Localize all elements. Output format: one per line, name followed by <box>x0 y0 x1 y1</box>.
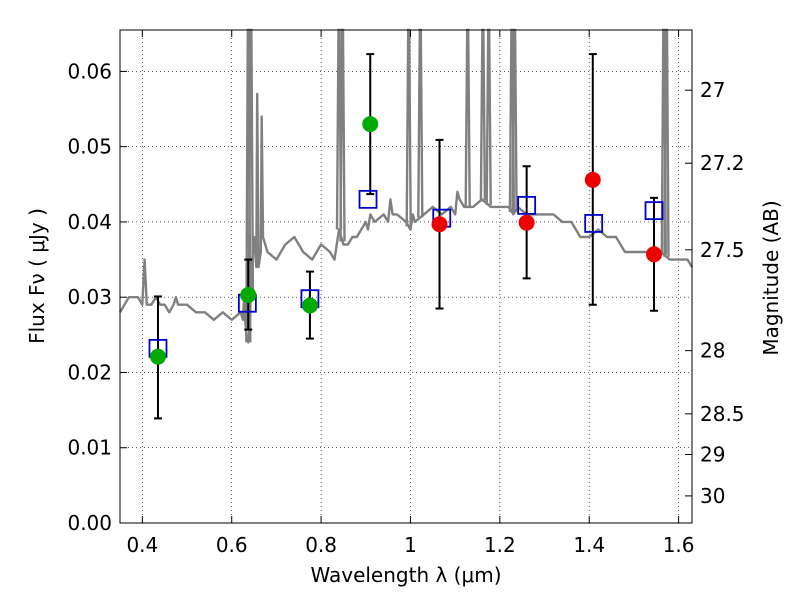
emission-line-spike <box>339 28 346 242</box>
spectrum-layer <box>118 28 694 344</box>
grid-layer <box>120 30 692 524</box>
model-square-marker <box>517 195 537 215</box>
observed-point-layer <box>149 116 663 365</box>
y2-tick-label: 28 <box>700 339 725 363</box>
emission-line-spike <box>417 28 424 218</box>
plot-frame <box>119 29 693 524</box>
y-tick-label: 0.03 <box>67 285 112 309</box>
x-tick-label: 0.8 <box>305 533 337 557</box>
y2-tick-label: 27.2 <box>700 151 745 175</box>
y2-tick-label: 30 <box>700 484 725 508</box>
spectrum-line <box>118 92 694 344</box>
observed-point-red <box>431 216 448 233</box>
model-square-marker <box>644 201 664 221</box>
y2-tick-label: 27 <box>700 78 725 102</box>
y2-axis-title: Magnitude (AB) <box>759 200 783 355</box>
y-tick-label: 0.05 <box>67 135 112 159</box>
emission-line-spike <box>485 28 492 206</box>
y-tick-label: 0.01 <box>67 436 112 460</box>
axis-layer: 0.4 0.6 0.8 1 1.2 1.4 1.6 0.00 0.01 0.02 0.03 0.04 0… <box>67 30 745 557</box>
observed-point-green <box>149 348 166 365</box>
x-tick-label: 1.2 <box>484 533 516 557</box>
observed-point-green <box>301 297 318 314</box>
y2-tick-label: 28.5 <box>700 402 745 426</box>
y-tick-label: 0.04 <box>67 210 112 234</box>
x-axis-title: Wavelength λ (μm) <box>310 563 501 587</box>
observed-point-red <box>646 246 663 263</box>
x-tick-label: 0.4 <box>126 533 158 557</box>
observed-point-red <box>518 214 535 231</box>
model-square-marker <box>358 189 378 209</box>
y2-tick-label: 29 <box>700 443 725 467</box>
emission-line-spike <box>405 28 412 227</box>
observed-point-red <box>584 171 601 188</box>
x-tick-label: 0.6 <box>216 533 248 557</box>
observed-point-green <box>362 116 379 133</box>
emission-line-spike <box>464 28 471 207</box>
model-square-marker <box>584 214 604 233</box>
x-tick-label: 1 <box>404 533 417 557</box>
observed-point-green <box>240 286 257 303</box>
x-tick-label: 1.4 <box>573 533 605 557</box>
x-tick-label: 1.6 <box>663 533 695 557</box>
emission-line-spike <box>479 28 487 201</box>
y-axis-title: Flux Fν ( μJy ) <box>25 208 49 344</box>
y2-tick-label: 27.5 <box>700 238 745 262</box>
y-tick-label: 0.00 <box>67 511 112 535</box>
y-tick-label: 0.06 <box>67 59 112 83</box>
y-tick-label: 0.02 <box>67 360 112 384</box>
